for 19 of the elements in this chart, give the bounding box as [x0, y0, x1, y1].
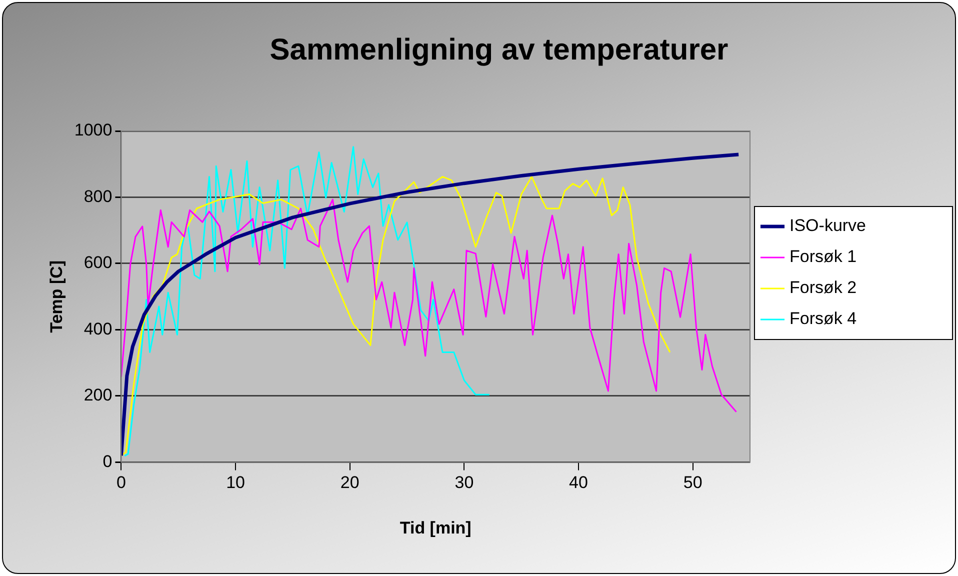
legend-label: Forsøk 2 — [790, 278, 857, 298]
y-tick-label: 600 — [84, 253, 112, 272]
y-tick-label: 200 — [84, 386, 112, 405]
x-tick-label: 40 — [569, 473, 588, 492]
legend-label: ISO-kurve — [790, 216, 866, 236]
y-axis-title: Temp [C] — [46, 260, 66, 333]
y-tick-label: 0 — [102, 452, 112, 471]
y-tick-label: 1000 — [74, 120, 112, 140]
x-tick-label: 0 — [116, 473, 126, 492]
x-tick-label: 10 — [226, 473, 246, 492]
legend-label: Forsøk 4 — [790, 309, 857, 328]
x-tick-label: 30 — [454, 473, 474, 492]
x-axis-title: Tid [min] — [400, 518, 472, 538]
legend-label: Forsøk 1 — [790, 247, 857, 266]
y-tick-label: 800 — [84, 186, 112, 206]
x-tick-label: 20 — [340, 473, 360, 492]
x-tick-label: 50 — [683, 473, 702, 492]
y-tick-label: 400 — [84, 319, 112, 338]
chart-title: Sammenligning av temperaturer — [270, 33, 729, 66]
